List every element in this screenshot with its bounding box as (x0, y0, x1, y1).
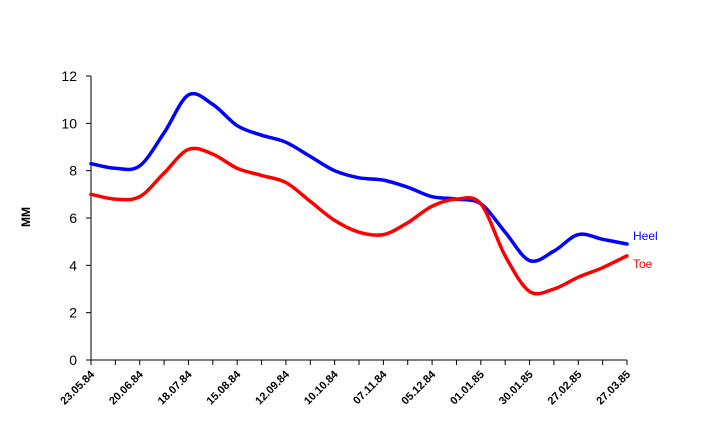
series-label-toe: Toe (633, 257, 653, 271)
series-labels: Heel Toe (633, 229, 658, 271)
series-lines (89, 91, 629, 296)
series-line-toe (89, 146, 629, 296)
x-tick-label: 12.09.84 (253, 368, 292, 407)
x-tick-label: 01.01.85 (448, 369, 487, 408)
y-tick-label: 12 (61, 68, 77, 84)
y-tick-label: 0 (69, 352, 77, 368)
x-tick-label: 07.11.84 (351, 368, 390, 407)
x-tick-label: 15.08.84 (205, 368, 244, 407)
x-tick-label: 30.01.85 (497, 369, 536, 408)
x-tick-label: 10.10.84 (302, 368, 341, 407)
axes: 0 2 4 6 8 10 12 23.05.84 20.06.84 18.07.84 15.08.8… (58, 68, 633, 407)
x-tick-label: 05.12.84 (399, 368, 438, 407)
x-tick-label: 27.02.85 (546, 369, 585, 408)
x-tick-label: 27.03.85 (594, 369, 633, 408)
series-label-heel: Heel (633, 229, 658, 243)
y-tick-label: 10 (61, 115, 77, 131)
x-tick-label: 18.07.84 (156, 368, 195, 407)
y-tick-label: 4 (69, 257, 77, 273)
y-axis-title: MM (19, 207, 33, 227)
y-tick-label: 6 (69, 210, 77, 226)
x-tick-label: 20.06.84 (107, 368, 146, 407)
series-line-heel (89, 91, 629, 264)
y-tick-label: 2 (69, 305, 77, 321)
y-tick-label: 8 (69, 163, 77, 179)
x-tick-label: 23.05.84 (58, 368, 97, 407)
